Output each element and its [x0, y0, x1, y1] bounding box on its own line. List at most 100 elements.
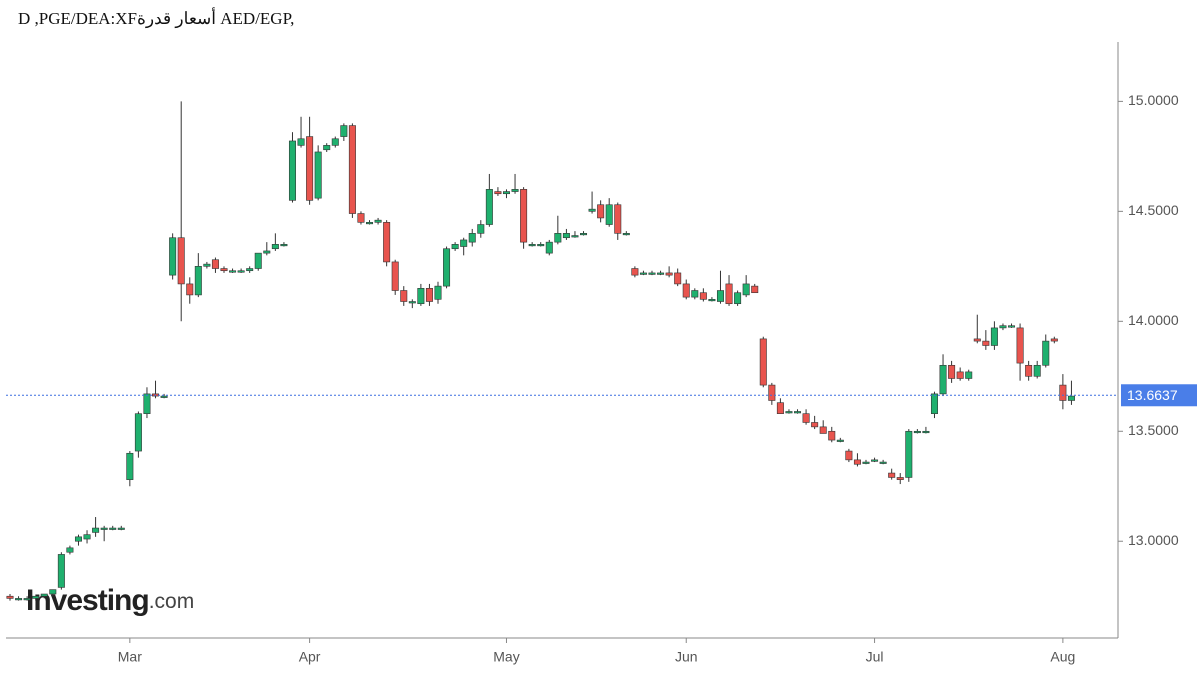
candle-body	[571, 235, 579, 238]
candle-body	[708, 299, 716, 302]
candle-body	[528, 244, 536, 247]
candle-body	[537, 244, 545, 247]
candle-body	[306, 136, 314, 201]
candle-body	[32, 595, 40, 599]
candle-body	[862, 461, 870, 464]
candle-body	[254, 252, 262, 269]
candle-body	[768, 384, 776, 401]
candle-body	[280, 244, 288, 247]
candle-body	[1025, 364, 1033, 377]
candle-body	[785, 411, 793, 414]
candle-body	[425, 288, 433, 302]
candle-body	[74, 536, 82, 542]
candle-body	[408, 301, 416, 304]
candle-body	[417, 288, 425, 305]
candle-body	[879, 461, 887, 464]
y-tick-label: 14.0000	[1128, 312, 1179, 328]
candle-body	[400, 290, 408, 302]
candle-body	[973, 338, 981, 342]
y-tick-label: 13.5000	[1128, 422, 1179, 438]
candle-body	[92, 527, 100, 533]
candle-body	[1067, 395, 1075, 401]
candle-body	[776, 402, 784, 414]
candle-body	[922, 430, 930, 434]
watermark: Investing.com	[26, 584, 194, 617]
candle-body	[126, 452, 134, 480]
candle-body	[1050, 338, 1058, 342]
candle-body	[502, 191, 510, 195]
candle-body	[434, 285, 442, 300]
candle-body	[956, 371, 964, 379]
candle-body	[853, 459, 861, 465]
candle-body	[597, 204, 605, 219]
candle-body	[460, 239, 468, 247]
candle-body	[160, 395, 168, 398]
candle-body	[314, 151, 322, 199]
candle-body	[485, 189, 493, 225]
candle-body	[271, 244, 279, 250]
candle-body	[562, 233, 570, 239]
candle-body	[948, 364, 956, 379]
candle-body	[229, 270, 237, 273]
candle-body	[186, 283, 194, 296]
x-tick-label: May	[493, 649, 519, 665]
candle-body	[742, 283, 750, 296]
candle-body	[263, 250, 271, 254]
candle-body	[288, 140, 296, 201]
candle-body	[297, 138, 305, 146]
candle-body	[83, 534, 91, 540]
candle-body	[203, 263, 211, 267]
candle-body	[580, 233, 588, 236]
candle-body	[622, 233, 630, 236]
candle-body	[888, 472, 896, 478]
candle-body	[15, 598, 23, 601]
candle-body	[836, 439, 844, 442]
candle-body	[545, 241, 553, 254]
candle-body	[468, 233, 476, 243]
candle-body	[605, 204, 613, 225]
candle-body	[391, 261, 399, 291]
candle-body	[383, 222, 391, 263]
candle-body	[802, 413, 810, 423]
candle-body	[366, 222, 374, 225]
candle-body	[913, 430, 921, 434]
candle-body	[554, 233, 562, 243]
candle-body	[682, 283, 690, 298]
candle-body	[614, 204, 622, 234]
candle-body	[674, 272, 682, 285]
candle-body	[665, 272, 673, 276]
candle-body	[134, 413, 142, 452]
candle-body	[331, 138, 339, 146]
y-tick-label: 14.5000	[1128, 202, 1179, 218]
y-tick-label: 13.0000	[1128, 532, 1179, 548]
candle-body	[1059, 384, 1067, 401]
x-tick-label: Jun	[675, 649, 698, 665]
candle-body	[759, 338, 767, 386]
candle-body	[896, 477, 904, 480]
candle-body	[169, 237, 177, 276]
chart-title: D ,PGE/DEA:XFأسعار قدرة AED/EGP,	[18, 7, 294, 29]
candle-body	[57, 554, 65, 588]
candle-body	[177, 237, 185, 285]
candle-body	[939, 364, 947, 395]
candle-body	[477, 224, 485, 234]
candle-body	[794, 411, 802, 414]
candle-body	[211, 259, 219, 269]
candle-body	[999, 325, 1007, 329]
x-tick-label: Mar	[118, 649, 142, 665]
y-tick-label: 15.0000	[1128, 92, 1179, 108]
candle-body	[66, 547, 74, 553]
candle-body	[1033, 364, 1041, 377]
candle-body	[520, 189, 528, 243]
candle-body	[443, 248, 451, 287]
x-tick-label: Aug	[1050, 649, 1075, 665]
candle-body	[639, 272, 647, 275]
candle-body	[725, 283, 733, 305]
candle-body	[1042, 340, 1050, 366]
candle-body	[1016, 327, 1024, 364]
candle-body	[965, 371, 973, 379]
x-tick-label: Apr	[299, 649, 321, 665]
candle-body	[117, 527, 125, 530]
last-price-label: 13.6637	[1127, 387, 1178, 403]
